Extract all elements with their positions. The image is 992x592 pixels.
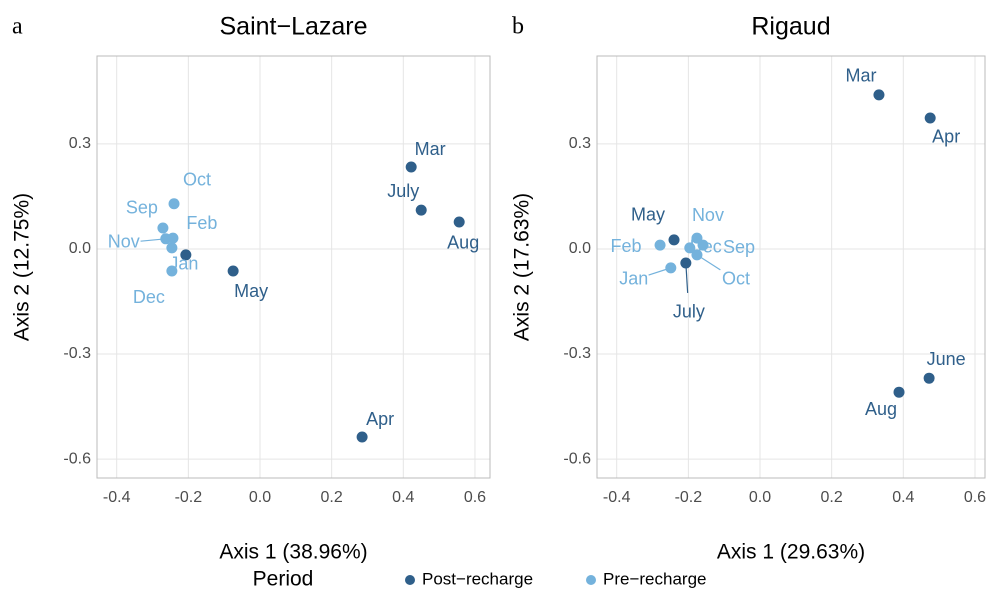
y-tick-label: -0.3: [63, 345, 91, 362]
x-tick-label: 0.6: [464, 489, 486, 506]
point: [684, 242, 696, 254]
panel-label: b: [512, 14, 524, 40]
y-tick-label: 0.0: [69, 240, 91, 257]
legend-title: Period: [253, 568, 314, 591]
point-label: Nov: [692, 205, 724, 225]
point: [415, 204, 427, 216]
plot-background: [597, 56, 985, 478]
point: [654, 239, 666, 251]
point-label: Apr: [932, 127, 960, 147]
point-label: June: [927, 349, 966, 369]
x-tick-label: 0.0: [249, 489, 271, 506]
x-tick-label: 0.4: [392, 489, 414, 506]
point: [680, 257, 692, 269]
point: [166, 265, 178, 277]
point: [691, 232, 703, 244]
legend-swatch: [405, 575, 415, 585]
point: [227, 265, 239, 277]
point-label: Mar: [415, 139, 446, 159]
point: [668, 234, 680, 246]
y-axis-label: Axis 2 (12.75%): [11, 193, 34, 341]
y-tick-label: 0.0: [569, 240, 591, 257]
legend-label: Pre−recharge: [603, 569, 706, 588]
x-axis-label: Axis 1 (29.63%): [717, 541, 865, 564]
x-tick-label: 0.6: [964, 489, 986, 506]
point-label: July: [387, 181, 419, 201]
point: [168, 198, 180, 210]
plot-border: [96, 55, 491, 479]
y-axis-label: Axis 2 (17.63%): [511, 193, 534, 341]
chart-title: Rigaud: [751, 13, 830, 41]
point-label: Oct: [722, 269, 750, 289]
point-label: Aug: [447, 233, 479, 253]
y-tick-label: -0.6: [563, 450, 591, 467]
point: [453, 216, 465, 228]
point: [691, 249, 703, 261]
x-tick-label: 0.2: [821, 489, 843, 506]
x-tick-label: -0.2: [675, 489, 703, 506]
x-tick-label: 0.4: [892, 489, 914, 506]
point: [923, 372, 935, 384]
point-label: Dec: [133, 287, 165, 307]
point: [665, 262, 677, 274]
panel-label: a: [12, 14, 23, 40]
point: [893, 386, 905, 398]
chart-title: Saint−Lazare: [219, 13, 367, 41]
y-tick-label: -0.3: [563, 345, 591, 362]
x-tick-label: -0.2: [175, 489, 203, 506]
point: [873, 89, 885, 101]
point-label: Mar: [845, 66, 876, 86]
point-label: Feb: [611, 236, 642, 256]
point-label: Apr: [366, 409, 394, 429]
x-tick-label: -0.4: [103, 489, 131, 506]
y-tick-label: 0.3: [569, 135, 591, 152]
x-tick-label: -0.4: [603, 489, 631, 506]
legend-label: Post−recharge: [422, 569, 533, 588]
point: [167, 232, 179, 244]
plot-border: [596, 55, 986, 479]
x-axis-label: Axis 1 (38.96%): [219, 541, 367, 564]
point: [405, 161, 417, 173]
x-tick-label: 0.0: [749, 489, 771, 506]
plot-background: [97, 56, 490, 478]
point: [356, 431, 368, 443]
y-tick-label: -0.6: [63, 450, 91, 467]
point: [157, 222, 169, 234]
point-label: May: [631, 205, 665, 225]
point-label: Sep: [126, 198, 158, 218]
point-label: Sep: [723, 237, 755, 257]
point-label: Feb: [186, 213, 217, 233]
point-label: Oct: [183, 170, 211, 190]
point: [924, 112, 936, 124]
point-label: July: [673, 302, 705, 322]
legend-swatch: [586, 575, 596, 585]
x-tick-label: 0.2: [321, 489, 343, 506]
point: [166, 242, 178, 254]
point-label: May: [234, 281, 268, 301]
point-label: Nov: [108, 232, 140, 252]
point-label: Jan: [619, 269, 648, 289]
y-tick-label: 0.3: [69, 135, 91, 152]
point: [180, 249, 192, 261]
point-label: Aug: [865, 399, 897, 419]
